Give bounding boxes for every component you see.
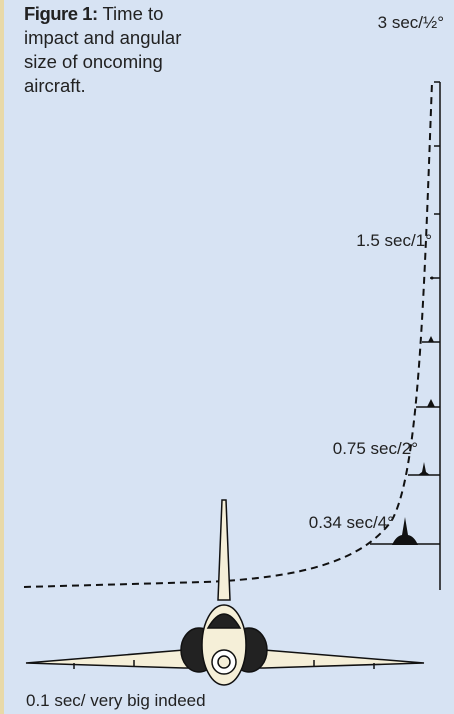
label: 1.5 sec/1° (356, 231, 432, 250)
diagram: 3 sec/½° 1.5 sec/1° 0.75 sec/2° 0.34 sec… (4, 0, 454, 714)
figure: Figure 1: Time to impact and angular siz… (0, 0, 454, 714)
aircraft-icon (418, 462, 430, 475)
label: 3 sec/½° (378, 13, 444, 32)
aircraft-icon (392, 517, 418, 545)
aircraft-icon (427, 399, 435, 407)
approach-curve (24, 82, 432, 587)
label: 0.34 sec/4° (309, 513, 394, 532)
label: 0.1 sec/ very big indeed (26, 691, 206, 710)
aircraft-icon (431, 277, 434, 280)
label: 0.75 sec/2° (333, 439, 418, 458)
aircraft-icon (428, 336, 434, 342)
